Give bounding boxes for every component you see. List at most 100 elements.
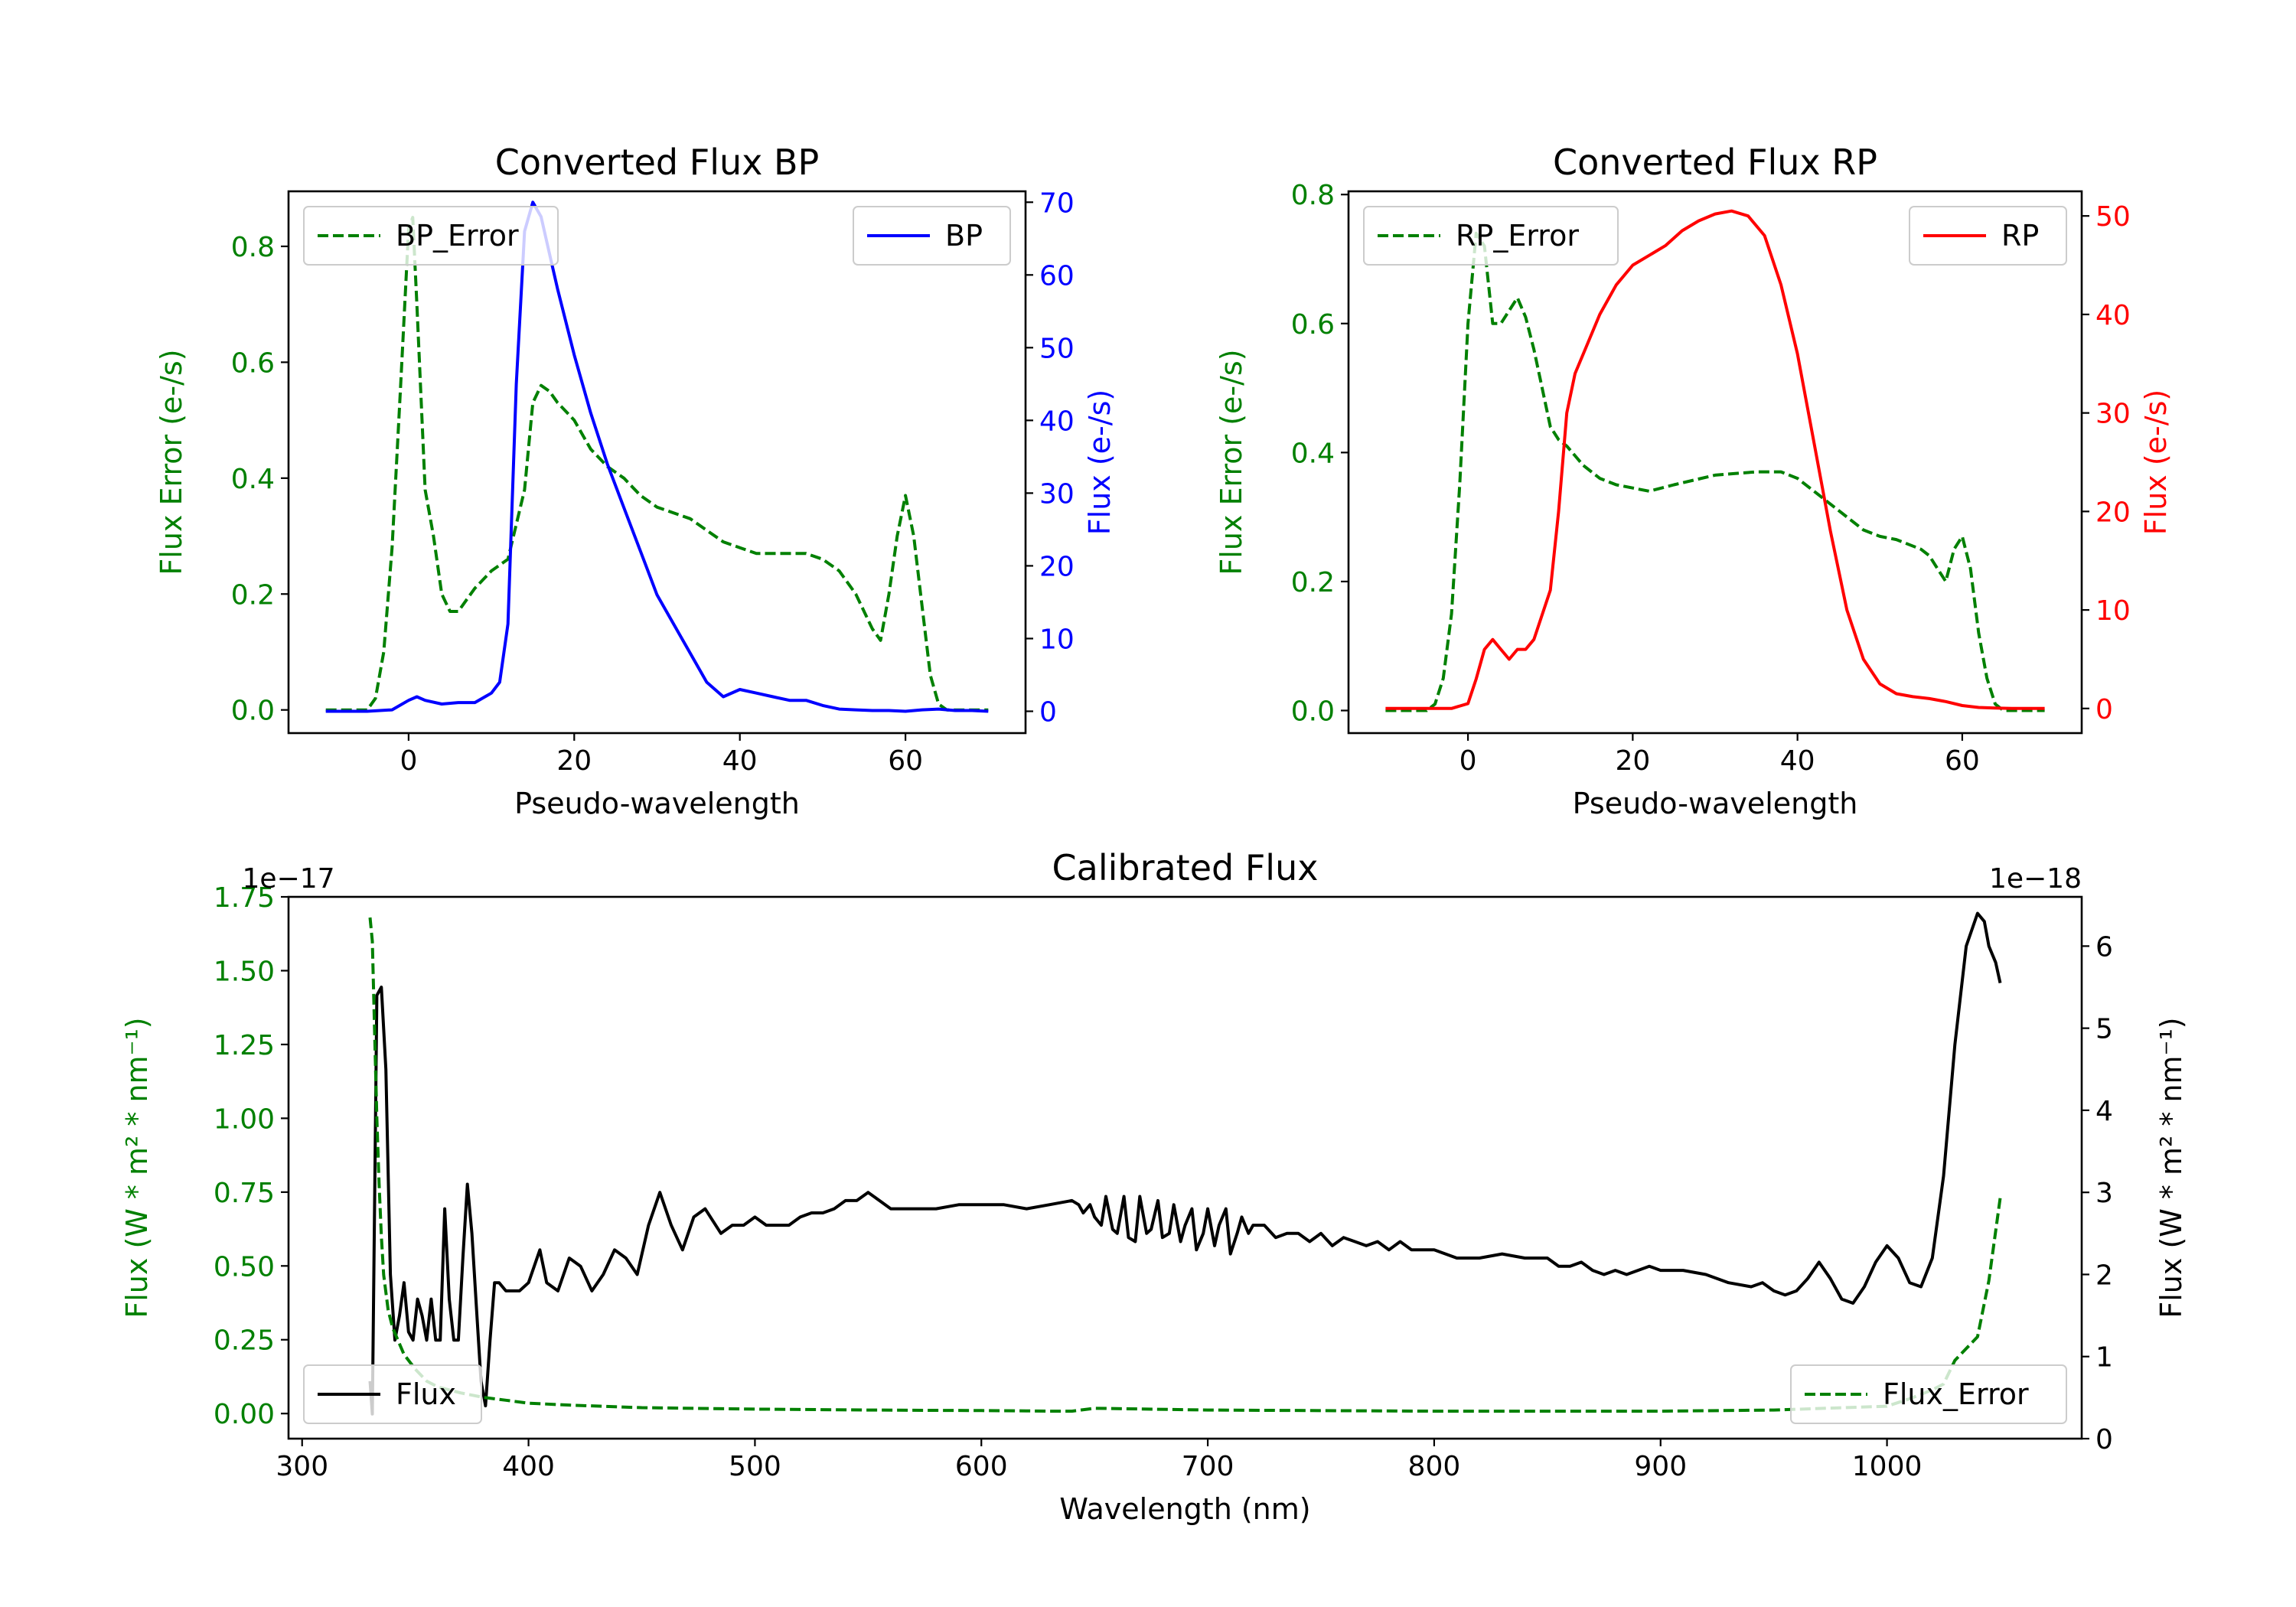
axes-frame — [287, 895, 2083, 1440]
y-right-tick-label: 20 — [1039, 551, 1075, 582]
x-axis-label: Pseudo-wavelength — [1573, 787, 1858, 820]
legend-label: Flux — [396, 1377, 456, 1411]
panel-calibrated-flux: 300 400 500 600 700 800 900 1000 0.00 0.25 0.50 0.7… — [120, 847, 2188, 1526]
legend-flux: Flux — [303, 1364, 482, 1424]
legend-label: RP — [2001, 219, 2039, 253]
plot-area — [1385, 209, 2045, 712]
y-right-axis-label: Flux (W * m² * nm⁻¹) — [2154, 1017, 2188, 1318]
y-right-tick-label: 4 — [2095, 1096, 2113, 1127]
legend-bp: BP — [853, 206, 1011, 266]
y-right-tick-label: 30 — [1039, 478, 1075, 510]
x-tick-label: 300 — [276, 1451, 328, 1482]
x-tick-label: 800 — [1408, 1451, 1461, 1482]
panel-converted-flux-bp: 0 20 40 60 0.0 0.2 0.4 0.6 0.8 0 10 20 30 40 50 60 70 Con… — [155, 142, 1117, 820]
axes-frame — [287, 190, 1027, 735]
y-right-tick-label: 0 — [2095, 1424, 2113, 1455]
y-right-tick-label: 1 — [2095, 1342, 2113, 1374]
y-left-tick-label: 0.4 — [1291, 438, 1335, 469]
y-left-tick-label: 0.00 — [214, 1399, 275, 1430]
x-axis-label: Wavelength (nm) — [1059, 1492, 1310, 1526]
legend-label: Flux_Error — [1883, 1377, 2029, 1411]
panel-converted-flux-rp: 0 20 40 60 0.0 0.2 0.4 0.6 0.8 0 10 20 30 40 50 Convert… — [1215, 142, 2173, 820]
legend-box — [1790, 1364, 2067, 1424]
legend-bp-error: BP_Error — [303, 206, 559, 266]
x-tick-label: 60 — [888, 745, 923, 777]
y-right-tick-label: 60 — [1039, 260, 1075, 292]
chart-title: Converted Flux RP — [1553, 142, 1877, 183]
x-tick-label: 500 — [729, 1451, 781, 1482]
x-tick-label: 700 — [1182, 1451, 1234, 1482]
x-tick-label: 40 — [722, 745, 758, 777]
series-line-bp-error — [325, 216, 989, 712]
chart-title: Converted Flux BP — [495, 142, 820, 183]
y-right-tick-label: 5 — [2095, 1014, 2113, 1045]
y-right-tick-label: 10 — [2095, 595, 2131, 627]
series-line-rp-error — [1385, 231, 2045, 712]
x-tick-label: 600 — [955, 1451, 1008, 1482]
y-right-tick-label: 50 — [1039, 333, 1075, 364]
y-left-tick-label: 0.2 — [1291, 567, 1335, 598]
x-tick-label: 900 — [1634, 1451, 1687, 1482]
legend-box — [303, 1364, 482, 1424]
x-tick-label: 0 — [1459, 745, 1477, 777]
y-right-tick-label: 20 — [2095, 497, 2131, 528]
y-right-tick-label: 3 — [2095, 1178, 2113, 1209]
y-left-axis-label: Flux Error (e-/s) — [155, 349, 188, 575]
x-tick-label: 400 — [502, 1451, 555, 1482]
y-left-tick-label: 1.75 — [214, 882, 275, 914]
legend-label: BP_Error — [396, 219, 519, 253]
legend-box — [853, 206, 1011, 266]
x-tick-label: 60 — [1945, 745, 1980, 777]
y-right-tick-label: 40 — [2095, 300, 2131, 331]
y-right-tick-label: 40 — [1039, 406, 1075, 437]
legend-box — [1909, 206, 2067, 266]
y-left-tick-label: 0.0 — [1291, 696, 1335, 728]
y-right-tick-label: 2 — [2095, 1260, 2113, 1291]
y-right-tick-label: 30 — [2095, 399, 2131, 430]
y-left-axis-label: Flux Error (e-/s) — [1215, 349, 1248, 575]
legend-flux-error: Flux_Error — [1790, 1364, 2067, 1424]
series-line-rp — [1385, 209, 2045, 710]
y-left-tick-label: 0.25 — [214, 1325, 275, 1357]
y-right-axis-label: Flux (e-/s) — [1083, 390, 1117, 535]
y-right-tick-label: 70 — [1039, 187, 1075, 219]
axes-frame — [1347, 190, 2083, 735]
y-left-tick-label: 0.4 — [231, 464, 275, 495]
y-left-tick-label: 0.75 — [214, 1178, 275, 1209]
plot-area — [325, 200, 989, 713]
y-left-tick-label: 0.8 — [231, 232, 275, 263]
y-right-tick-label: 50 — [2095, 201, 2131, 233]
y-left-tick-label: 0.0 — [231, 696, 275, 727]
x-axis-label: Pseudo-wavelength — [514, 787, 800, 820]
y-left-tick-label: 0.6 — [231, 347, 275, 379]
x-tick-label: 1000 — [1852, 1451, 1923, 1482]
y-left-tick-label: 1.00 — [214, 1103, 275, 1135]
x-tick-label: 20 — [1615, 745, 1650, 777]
y-right-tick-label: 10 — [1039, 624, 1075, 655]
legend-rp: RP — [1909, 206, 2067, 266]
legend-rp-error: RP_Error — [1363, 206, 1619, 266]
y-left-tick-label: 0.50 — [214, 1251, 275, 1283]
series-line-flux — [368, 911, 2002, 1416]
chart-title: Calibrated Flux — [1052, 847, 1319, 888]
legend-label: BP — [945, 219, 983, 253]
y-left-tick-label: 1.50 — [214, 956, 275, 987]
x-tick-label: 40 — [1780, 745, 1815, 777]
y-right-axis-label: Flux (e-/s) — [2139, 390, 2173, 535]
legend-box — [1363, 206, 1619, 266]
y-left-axis-label: Flux (W * m² * nm⁻¹) — [120, 1017, 154, 1318]
series-line-bp — [325, 200, 989, 713]
y-right-offset-text: 1e−18 — [1989, 863, 2082, 895]
y-left-tick-label: 0.2 — [231, 579, 275, 611]
x-tick-label: 20 — [556, 745, 592, 777]
legend-label: RP_Error — [1456, 219, 1579, 253]
y-left-tick-label: 1.25 — [214, 1030, 275, 1061]
y-left-tick-label: 0.8 — [1291, 180, 1335, 211]
legend-box — [303, 206, 559, 266]
y-right-tick-label: 0 — [2095, 694, 2113, 725]
y-right-tick-label: 6 — [2095, 931, 2113, 963]
y-right-tick-label: 0 — [1039, 696, 1057, 728]
y-left-tick-label: 0.6 — [1291, 309, 1335, 341]
x-tick-label: 0 — [400, 745, 417, 777]
